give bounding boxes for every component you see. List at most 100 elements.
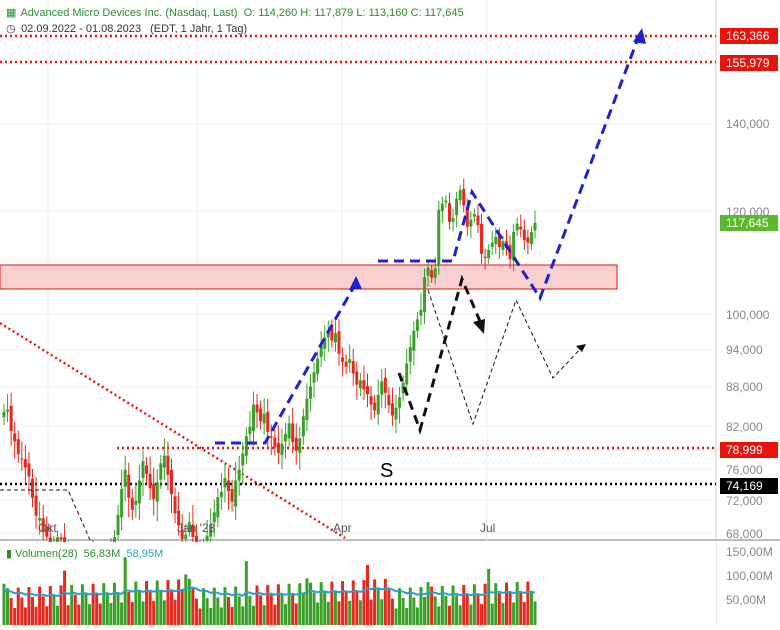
candle-body <box>276 442 280 453</box>
volume-bar <box>284 604 288 625</box>
volume-bar <box>9 598 13 625</box>
candle-body <box>284 434 288 442</box>
candle-body <box>444 200 448 203</box>
price-tag-163366: 163,366 <box>720 28 778 44</box>
volume-bar <box>465 594 469 625</box>
volume-bar <box>330 581 334 625</box>
volume-bar <box>494 583 498 625</box>
volume-bar <box>462 584 466 625</box>
volume-bar <box>476 594 480 625</box>
candle-body <box>41 518 45 532</box>
candle-body <box>341 357 345 362</box>
volume-bar <box>508 592 512 625</box>
candle-body <box>141 461 145 479</box>
candle-body <box>433 268 437 278</box>
volume-bar <box>27 587 31 625</box>
clock-icon: ◷ <box>6 23 16 35</box>
candle-body <box>380 381 384 395</box>
candle-body <box>230 488 234 502</box>
annotation-s: S <box>380 460 394 482</box>
chart-subheader: ◷ 02.09.2022 - 01.08.2023 (EDT, 1 Jahr, … <box>6 22 247 35</box>
candle-body <box>366 385 370 395</box>
volume-value-2: 58,95M <box>126 548 164 560</box>
candle-body <box>205 535 209 541</box>
candle-body <box>387 394 391 406</box>
candle-body <box>55 537 59 545</box>
candle-body <box>519 226 523 230</box>
volume-bar <box>45 606 49 625</box>
projection-arrow-head <box>473 319 485 334</box>
candle-body <box>423 277 427 312</box>
volume-bar <box>227 596 231 625</box>
y-tick: 140,000 <box>726 117 770 131</box>
candle-body <box>480 223 484 254</box>
volume-bar <box>323 592 327 625</box>
projection-arrow-head <box>576 344 586 352</box>
volume-bar <box>373 579 377 625</box>
volume-bar <box>383 578 387 625</box>
volume-bar <box>34 606 38 625</box>
volume-bar <box>116 592 120 625</box>
volume-bar <box>333 591 337 625</box>
candle-body <box>180 530 184 540</box>
candle-body <box>308 386 312 399</box>
candle-body <box>234 480 238 507</box>
price-tag-last: 117,645 <box>720 215 778 231</box>
projection-arrow-head <box>349 276 362 290</box>
candle-body <box>291 423 295 443</box>
volume-bar <box>219 607 223 625</box>
volume-bar <box>380 599 384 625</box>
volume-bar <box>348 600 352 625</box>
volume-average-line <box>3 586 536 598</box>
candle-body <box>305 398 309 421</box>
candle-body <box>194 536 198 544</box>
volume-bar <box>390 598 394 625</box>
volume-tick: 100,00M <box>726 569 773 583</box>
volume-bar <box>120 602 124 625</box>
volume-bar <box>259 595 263 625</box>
y-tick: 72,000 <box>726 494 763 508</box>
volume-bar <box>13 607 17 625</box>
projection-arrow-head <box>633 28 646 44</box>
volume-bar <box>159 590 163 625</box>
candle-body <box>405 363 409 385</box>
candle-body <box>223 478 227 488</box>
candle-body <box>191 524 195 538</box>
candle-body <box>130 497 134 510</box>
volume-bar <box>291 593 295 625</box>
volume-bar <box>148 590 152 625</box>
volume-bar <box>447 605 451 625</box>
volume-bar <box>38 586 42 625</box>
candle-body <box>9 405 13 432</box>
candle-body <box>383 377 387 393</box>
y-tick: 76,000 <box>726 463 763 477</box>
volume-bar <box>515 582 519 625</box>
volume-bar <box>248 595 252 625</box>
candle-body <box>2 411 6 418</box>
volume-bar <box>155 580 159 625</box>
price-tag-74169: 74,169 <box>720 478 778 494</box>
chart-title: Advanced Micro Devices Inc. (Nasdaq, Las… <box>20 7 238 19</box>
volume-bar <box>301 593 305 625</box>
volume-bar <box>266 584 270 625</box>
volume-bar <box>312 592 316 625</box>
candle-body <box>312 372 316 383</box>
volume-icon: ▮ <box>6 548 13 560</box>
candle-body <box>469 219 473 227</box>
candle-body <box>248 426 252 435</box>
volume-bar <box>529 591 533 625</box>
volume-bar <box>137 591 141 625</box>
volume-bar <box>66 605 70 625</box>
candle-body <box>458 190 462 201</box>
volume-bar <box>152 600 156 625</box>
candle-body <box>316 358 320 375</box>
candle-body <box>355 371 359 385</box>
candle-body <box>259 408 263 422</box>
volume-bar <box>305 578 309 625</box>
candle-body <box>6 409 10 412</box>
x-tick-apr: Apr <box>333 521 352 535</box>
volume-bar <box>458 605 462 625</box>
candle-body <box>166 455 170 475</box>
candle-body <box>262 413 266 424</box>
volume-bar <box>512 602 516 625</box>
